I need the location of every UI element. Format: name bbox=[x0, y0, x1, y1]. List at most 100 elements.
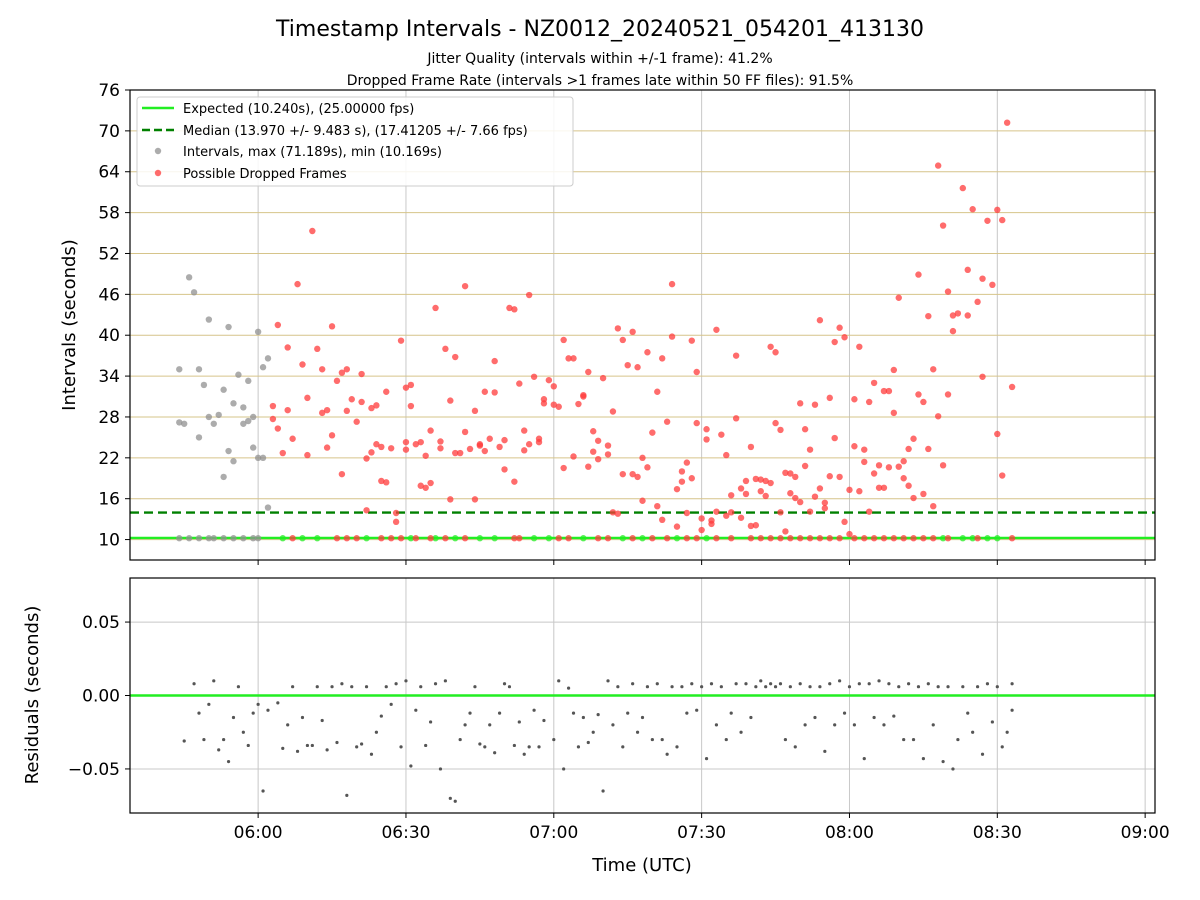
dropped-frame-point bbox=[397, 337, 405, 344]
residual-point bbox=[714, 723, 719, 727]
dropped-frame-point bbox=[289, 535, 296, 542]
dropped-frame-point bbox=[796, 498, 804, 506]
dropped-frame-point bbox=[959, 184, 967, 192]
dropped-frame-point bbox=[777, 426, 784, 434]
dropped-frame-point bbox=[624, 361, 631, 369]
dropped-frame-point bbox=[516, 535, 523, 542]
dropped-frame-point bbox=[900, 458, 907, 465]
dropped-frame-point bbox=[604, 535, 612, 542]
residual-point bbox=[241, 730, 245, 734]
x-tick-label: 09:00 bbox=[1121, 823, 1170, 843]
residual-point bbox=[429, 720, 433, 724]
dropped-frame-point bbox=[506, 304, 513, 312]
dropped-frame-point bbox=[659, 355, 666, 362]
residual-point bbox=[497, 711, 502, 715]
on-time-point bbox=[491, 535, 498, 542]
on-time-point bbox=[452, 535, 459, 542]
dropped-frame-point bbox=[585, 368, 592, 376]
interval-point bbox=[176, 366, 183, 373]
dropped-frame-point bbox=[880, 387, 888, 395]
dropped-frame-point bbox=[836, 535, 843, 542]
dropped-frame-point bbox=[560, 336, 567, 344]
residual-point bbox=[295, 749, 300, 753]
dropped-frame-point bbox=[806, 446, 814, 453]
legend-label: Possible Dropped Frames bbox=[183, 167, 347, 182]
interval-point bbox=[235, 371, 242, 378]
residual-point bbox=[616, 685, 620, 689]
residual-point bbox=[522, 752, 526, 756]
dropped-frame-point bbox=[875, 462, 883, 469]
residual-point bbox=[798, 682, 802, 686]
y-tick-label: 58 bbox=[98, 204, 120, 224]
dropped-frame-point bbox=[806, 508, 814, 515]
residual-point bbox=[571, 711, 576, 715]
dropped-frame-point bbox=[407, 381, 415, 389]
residual-point bbox=[645, 685, 650, 689]
residual-point bbox=[823, 749, 827, 753]
dropped-frame-point bbox=[397, 535, 405, 542]
residual-point bbox=[463, 723, 467, 727]
dropped-frame-point bbox=[585, 463, 592, 470]
dropped-frame-point bbox=[718, 431, 725, 438]
chart-title: Timestamp Intervals - NZ0012_20240521_05… bbox=[275, 17, 924, 42]
residual-point bbox=[291, 685, 295, 689]
residual-point bbox=[729, 711, 733, 715]
residual-point bbox=[212, 679, 216, 683]
residual-point bbox=[872, 715, 876, 720]
dropped-frame-point bbox=[934, 413, 942, 420]
x-tick-label: 08:00 bbox=[825, 823, 874, 843]
legend-label: Expected (10.240s), (25.00000 fps) bbox=[183, 102, 414, 117]
dropped-frame-point bbox=[703, 426, 710, 433]
dropped-frame-point bbox=[373, 402, 380, 409]
residual-point bbox=[670, 685, 674, 689]
dropped-frame-point bbox=[570, 355, 577, 362]
residual-point bbox=[468, 711, 472, 715]
residual-point bbox=[995, 685, 999, 689]
dropped-frame-point bbox=[353, 535, 360, 542]
dropped-frame-point bbox=[974, 298, 981, 306]
dropped-frame-point bbox=[422, 484, 429, 491]
residual-point bbox=[680, 685, 684, 689]
dropped-frame-point bbox=[412, 441, 420, 448]
residual-point bbox=[507, 685, 512, 689]
dropped-frame-point bbox=[629, 535, 636, 542]
dropped-frame-point bbox=[353, 418, 360, 425]
residual-point bbox=[961, 685, 965, 689]
residual-point bbox=[512, 743, 516, 748]
residual-point bbox=[557, 679, 561, 683]
dropped-frame-point bbox=[496, 443, 503, 451]
x-tick-label: 06:30 bbox=[381, 823, 430, 843]
residual-point bbox=[478, 742, 482, 746]
dropped-frame-point bbox=[284, 344, 291, 351]
residual-point bbox=[833, 723, 837, 727]
dropped-frame-point bbox=[752, 475, 760, 483]
residual-point bbox=[773, 685, 778, 689]
dropped-frame-point bbox=[363, 507, 370, 514]
dropped-frame-point bbox=[560, 464, 567, 472]
dropped-frame-point bbox=[846, 530, 853, 538]
residual-point bbox=[236, 685, 241, 689]
bottom-y-axis-label: Residuals (seconds) bbox=[22, 606, 43, 785]
on-time-point bbox=[673, 535, 681, 542]
dropped-frame-point bbox=[279, 449, 286, 457]
residual-point bbox=[552, 737, 556, 742]
dropped-frame-point bbox=[387, 445, 395, 452]
dropped-frame-point bbox=[757, 488, 764, 495]
dropped-frame-point bbox=[437, 438, 444, 445]
residual-point bbox=[857, 682, 861, 686]
dropped-frame-point bbox=[964, 266, 971, 274]
dropped-frame-point bbox=[1008, 535, 1016, 542]
legend-label: Intervals, max (71.189s), min (10.169s) bbox=[183, 145, 442, 160]
residual-point bbox=[818, 685, 822, 689]
residual-point bbox=[340, 682, 344, 686]
residual-point bbox=[611, 723, 615, 727]
dropped-frame-point bbox=[787, 490, 794, 497]
dropped-frame-point bbox=[994, 206, 1001, 214]
residual-point bbox=[902, 737, 906, 742]
dropped-frame-point bbox=[323, 444, 331, 451]
residual-point bbox=[650, 737, 654, 742]
interval-point bbox=[195, 535, 203, 542]
dropped-frame-point bbox=[338, 470, 346, 478]
residual-point bbox=[315, 685, 319, 689]
residual-point bbox=[926, 682, 930, 686]
